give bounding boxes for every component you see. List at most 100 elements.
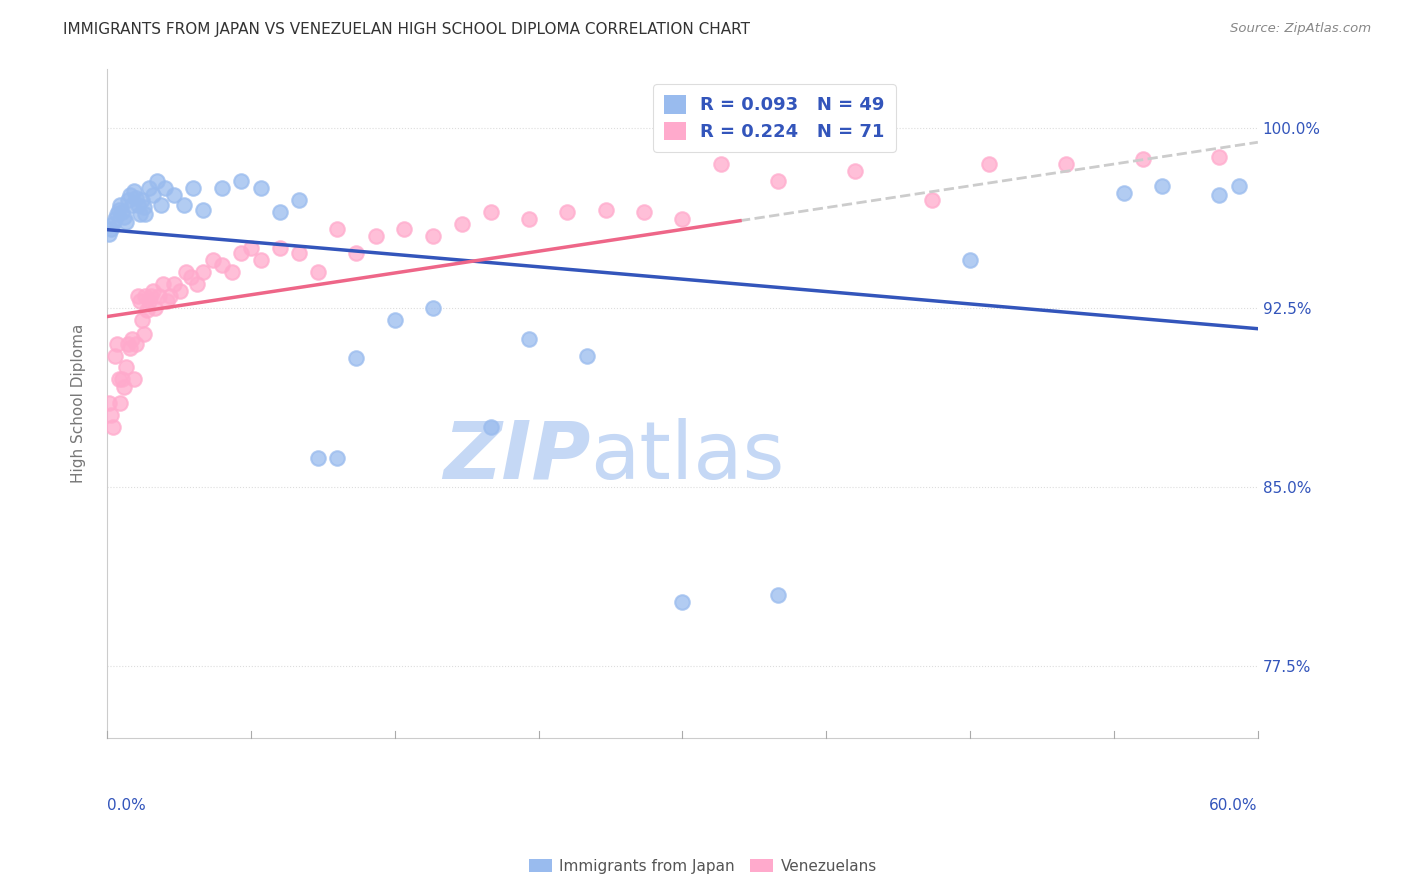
Point: [1227, 178, 1250, 193]
Point: [98, 227, 121, 241]
Legend: Immigrants from Japan, Venezuelans: Immigrants from Japan, Venezuelans: [523, 853, 883, 880]
Point: [120, 188, 142, 202]
Point: [288, 245, 311, 260]
Point: [138, 293, 160, 308]
Point: [422, 301, 444, 315]
Point: [183, 181, 205, 195]
Point: [153, 181, 176, 195]
Text: Source: ZipAtlas.com: Source: ZipAtlas.com: [1230, 22, 1371, 36]
Point: [120, 342, 142, 356]
Point: [979, 157, 1001, 171]
Point: [146, 174, 169, 188]
Point: [710, 157, 733, 171]
Point: [1208, 188, 1230, 202]
Point: [127, 198, 149, 212]
Point: [138, 181, 160, 195]
Point: [422, 229, 444, 244]
Point: [101, 420, 124, 434]
Point: [131, 193, 153, 207]
Point: [173, 198, 195, 212]
Point: [249, 252, 271, 267]
Point: [186, 277, 208, 291]
Point: [142, 188, 165, 202]
Point: [959, 252, 981, 267]
Point: [115, 360, 138, 375]
Point: [1150, 178, 1173, 193]
Point: [191, 265, 214, 279]
Point: [231, 245, 253, 260]
Point: [121, 332, 143, 346]
Point: [479, 205, 502, 219]
Point: [921, 193, 943, 207]
Point: [671, 595, 693, 609]
Point: [163, 277, 186, 291]
Point: [768, 588, 790, 602]
Point: [1361, 145, 1384, 160]
Point: [117, 336, 139, 351]
Point: [269, 241, 291, 255]
Point: [149, 198, 172, 212]
Point: [111, 205, 134, 219]
Point: [117, 193, 139, 207]
Point: [557, 205, 579, 219]
Point: [128, 293, 150, 308]
Point: [100, 409, 122, 423]
Point: [180, 269, 202, 284]
Point: [105, 207, 128, 221]
Point: [595, 202, 617, 217]
Point: [132, 326, 155, 341]
Point: [148, 289, 170, 303]
Text: IMMIGRANTS FROM JAPAN VS VENEZUELAN HIGH SCHOOL DIPLOMA CORRELATION CHART: IMMIGRANTS FROM JAPAN VS VENEZUELAN HIGH…: [63, 22, 751, 37]
Point: [142, 284, 165, 298]
Point: [169, 284, 191, 298]
Point: [201, 252, 224, 267]
Point: [136, 303, 159, 318]
Point: [159, 289, 181, 303]
Point: [326, 451, 349, 466]
Point: [394, 221, 416, 235]
Point: [344, 245, 367, 260]
Point: [121, 198, 143, 212]
Point: [269, 205, 291, 219]
Point: [155, 293, 177, 308]
Point: [211, 181, 233, 195]
Point: [249, 181, 271, 195]
Point: [517, 212, 540, 227]
Point: [1285, 145, 1308, 160]
Text: atlas: atlas: [591, 418, 785, 496]
Point: [125, 336, 148, 351]
Point: [451, 217, 474, 231]
Point: [112, 210, 135, 224]
Y-axis label: High School Diploma: High School Diploma: [72, 324, 86, 483]
Text: 0.0%: 0.0%: [107, 798, 146, 813]
Point: [100, 221, 122, 235]
Point: [633, 205, 655, 219]
Point: [221, 265, 243, 279]
Point: [575, 349, 598, 363]
Point: [152, 277, 174, 291]
Point: [768, 174, 790, 188]
Point: [132, 200, 155, 214]
Text: 60.0%: 60.0%: [1209, 798, 1258, 813]
Point: [112, 379, 135, 393]
Point: [517, 332, 540, 346]
Point: [128, 207, 150, 221]
Point: [174, 265, 197, 279]
Point: [122, 372, 145, 386]
Point: [364, 229, 387, 244]
Point: [110, 396, 132, 410]
Point: [127, 289, 149, 303]
Point: [1112, 186, 1135, 200]
Point: [191, 202, 214, 217]
Point: [479, 420, 502, 434]
Point: [844, 164, 866, 178]
Point: [231, 174, 253, 188]
Point: [1054, 157, 1077, 171]
Point: [111, 372, 134, 386]
Point: [107, 372, 129, 386]
Point: [107, 202, 129, 217]
Point: [307, 265, 329, 279]
Point: [163, 188, 186, 202]
Point: [1208, 150, 1230, 164]
Point: [134, 289, 156, 303]
